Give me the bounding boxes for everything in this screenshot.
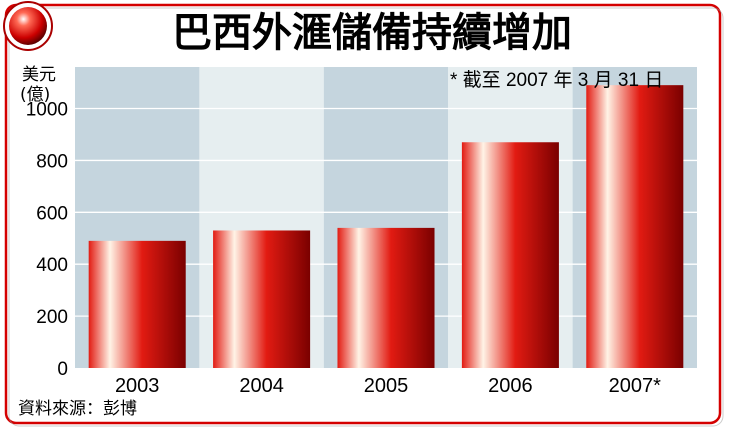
bars (88, 85, 684, 369)
x-tick-label: 2003 (115, 375, 160, 397)
x-tick-label: 2005 (364, 375, 409, 397)
chart-frame (4, 3, 722, 425)
x-tick-label: 2007* (609, 375, 661, 397)
bar-2005 (337, 227, 435, 368)
y-axis-label-unit: 美元 (22, 65, 56, 85)
y-tick-label: 800 (36, 151, 68, 172)
x-tick-label: 2006 (488, 375, 533, 397)
bar-2007 (586, 85, 684, 369)
y-axis-label-scale: (億) (20, 85, 50, 105)
y-axis-ticks: 0 200 400 600 800 1000 (26, 100, 68, 380)
frame-shadow (8, 7, 724, 427)
chart-title: 巴西外滙儲備持續增加 (172, 10, 572, 56)
bar-2006 (461, 142, 559, 368)
chart-annotation: * 截至 2007 年 3 月 31 日 (450, 69, 663, 91)
x-axis-ticks: 2003 2004 2005 2006 2007* (115, 375, 661, 397)
y-tick-label: 200 (36, 307, 68, 328)
bar-2003 (88, 240, 186, 368)
y-tick-label: 1000 (26, 100, 68, 121)
source-note: 資料來源：彭博 (18, 399, 137, 419)
x-tick-label: 2004 (239, 375, 284, 397)
y-tick-label: 400 (36, 255, 68, 276)
red-ball-icon (3, 1, 53, 51)
bar-2004 (213, 230, 311, 368)
y-tick-label: 0 (57, 359, 68, 380)
y-tick-label: 600 (36, 203, 68, 224)
